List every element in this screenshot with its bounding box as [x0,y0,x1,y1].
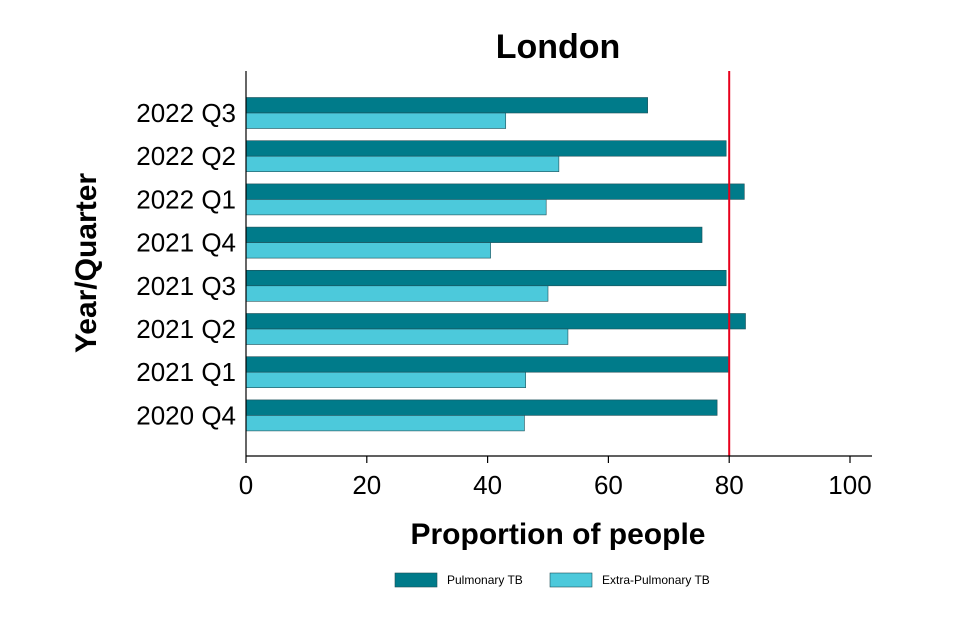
x-tick-label: 0 [239,470,253,500]
x-ticks: 0 20 40 60 80 100 [239,456,872,500]
y-tick-label: 2021 Q4 [136,228,236,258]
y-tick-labels: 2022 Q3 2022 Q2 2022 Q1 2021 Q4 2021 Q3 2021 … [136,98,236,430]
y-tick-label: 2020 Q4 [136,400,236,430]
bar-pulmonary [245,140,727,157]
legend-label-pulmonary: Pulmonary TB [447,573,523,587]
x-tick-label: 80 [715,470,744,500]
legend-swatch-extra-pulmonary [549,572,593,588]
bar-pulmonary [245,399,718,416]
bar-extra-pulmonary [245,415,525,432]
bar-extra-pulmonary [245,371,526,389]
x-tick-label: 20 [352,470,381,500]
y-tick-label: 2021 Q3 [136,271,236,301]
bar-pulmonary [245,97,648,114]
y-tick-label: 2022 Q1 [136,184,236,214]
bar-pulmonary [245,226,703,243]
x-tick-label: 60 [594,470,623,500]
y-axis-title: Year/Quarter [70,173,103,353]
bar-pulmonary [245,269,727,287]
legend-label-extra-pulmonary: Extra-Pulmonary TB [602,573,710,587]
x-tick-label: 40 [473,470,502,500]
y-tick-label: 2021 Q2 [136,314,236,344]
bar-pulmonary [245,356,730,373]
legend: Pulmonary TB Extra-Pulmonary TB [394,572,710,588]
bar-pulmonary [245,313,746,330]
bar-pulmonary [245,183,745,200]
bar-extra-pulmonary [245,199,547,216]
bar-extra-pulmonary [245,242,491,259]
y-tick-label: 2022 Q2 [136,141,236,171]
y-tick-label: 2022 Q3 [136,98,236,128]
x-axis-title: Proportion of people [411,518,706,551]
bar-extra-pulmonary [245,155,560,172]
bar-extra-pulmonary [245,112,507,129]
bars-group [245,97,746,432]
legend-swatch-pulmonary [394,572,438,588]
bar-extra-pulmonary [245,328,569,345]
y-tick-label: 2021 Q1 [136,357,236,387]
bar-extra-pulmonary [245,285,549,302]
x-tick-label: 100 [828,470,871,500]
chart-title: London [496,28,621,66]
